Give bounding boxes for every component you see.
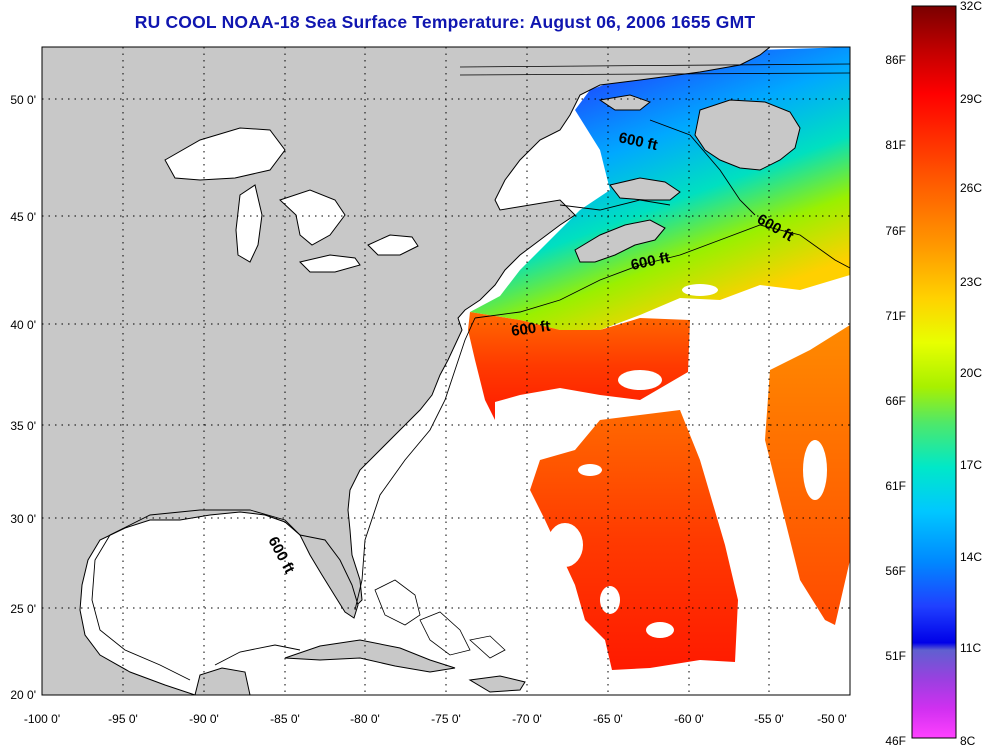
land-yucatan [194,667,251,695]
colorbar-fahrenheit-label: 66F [885,394,906,408]
colorbar-fahrenheit-label: 76F [885,224,906,238]
colorbar-fahrenheit-label: 51F [885,649,906,663]
swath-edge-lines [459,63,850,76]
colorbar-celsius-label: 26C [960,181,982,195]
colorbar-celsius-label: 17C [960,458,982,472]
land-newfoundland [694,99,801,171]
map-content [42,47,850,695]
colorbar-fahrenheit-label: 86F [885,53,906,67]
isobath-600ft [91,119,850,681]
lat-label: 40 0' [10,318,36,332]
lon-label: -65 0' [593,712,623,726]
map-frame [41,46,851,696]
land-anticosti [598,94,652,111]
land-pei-cape-breton [609,177,681,201]
great-lakes [164,127,419,273]
lon-label: -50 0' [817,712,847,726]
lon-label: -95 0' [108,712,138,726]
lat-label: 50 0' [10,93,36,107]
colorbar-celsius-label: 14C [960,550,982,564]
bahamas-banks [374,579,506,659]
land-hispaniola [468,675,526,693]
lon-label: -70 0' [512,712,542,726]
colorbar-fahrenheit-label: 81F [885,138,906,152]
lon-label: -85 0' [270,712,300,726]
land-cuba [284,639,456,673]
cloud-gaps [547,284,827,638]
land-florida [299,534,359,619]
lat-label: 30 0' [10,512,36,526]
sst-swath-south [530,410,738,670]
colorbar [911,5,957,739]
colorbar-fahrenheit-label: 61F [885,479,906,493]
map-title: RU COOL NOAA-18 Sea Surface Temperature:… [134,12,756,32]
contour-label: 600 ft [510,318,551,340]
lat-label: 20 0' [10,688,36,702]
lat-label: 25 0' [10,602,36,616]
colorbar-celsius-label: 8C [960,734,976,748]
colorbar-celsius-label: 29C [960,92,982,106]
land-nova-scotia [574,219,666,263]
lon-label: -60 0' [674,712,704,726]
sst-swath-midatlantic [468,312,690,420]
graticule [42,47,850,695]
lon-label: -55 0' [754,712,784,726]
colorbar-celsius-label: 32C [960,0,982,13]
colorbar-fahrenheit-label: 46F [885,734,906,748]
lon-label: -90 0' [189,712,219,726]
lon-label: -75 0' [431,712,461,726]
colorbar-celsius-label: 11C [960,641,981,655]
colorbar-celsius-label: 23C [960,275,982,289]
lon-label: -100 0' [24,712,60,726]
colorbar-celsius-label: 20C [960,366,982,380]
colorbar-fahrenheit-label: 71F [885,309,906,323]
lon-label: -80 0' [350,712,380,726]
colorbar-fahrenheit-label: 56F [885,564,906,578]
lat-label: 35 0' [10,419,36,433]
lat-label: 45 0' [10,210,36,224]
